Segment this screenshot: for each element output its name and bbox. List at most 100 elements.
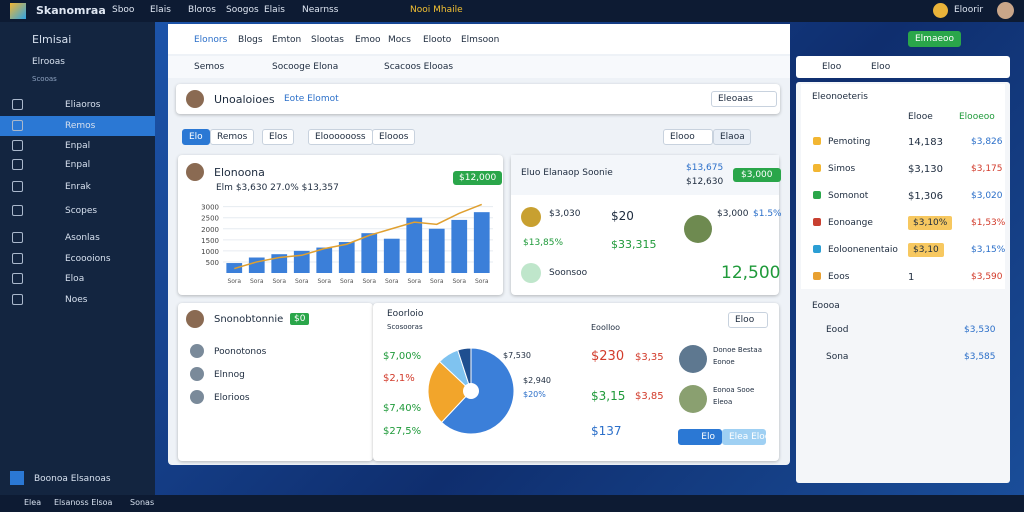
- pie-search[interactable]: Eloo: [728, 312, 768, 328]
- list-item[interactable]: Elorioos: [214, 393, 250, 403]
- row-value: $1,306: [908, 191, 943, 202]
- sidebar-icon: [12, 232, 23, 243]
- tab[interactable]: Elmsoon: [461, 35, 500, 45]
- row-change: $3,175: [971, 164, 1003, 174]
- menu-item[interactable]: Nearnss: [302, 5, 339, 15]
- row-label[interactable]: Pemoting: [828, 137, 871, 147]
- stat-total: 12,500: [721, 263, 781, 283]
- row-label[interactable]: Eonoange: [828, 218, 873, 228]
- extra-value: $3,530: [964, 325, 996, 335]
- bottom-item[interactable]: Elsanoss Elsoa: [54, 498, 113, 507]
- person-text: Eleoa: [713, 398, 733, 406]
- tab[interactable]: Blogs: [238, 35, 263, 45]
- filter-button[interactable]: Elooooooss: [308, 129, 373, 145]
- right-top-item[interactable]: Eloo: [822, 62, 842, 72]
- row-icon: [813, 164, 821, 172]
- sidebar-item[interactable]: Enpal: [65, 141, 91, 151]
- filter-button[interactable]: Elooos: [372, 129, 416, 145]
- person-avatar: [679, 385, 707, 413]
- promo[interactable]: Nooi Mhaile: [410, 5, 463, 15]
- menu-item[interactable]: Elais: [264, 5, 285, 15]
- menu-item[interactable]: Elais: [150, 5, 171, 15]
- pie-card: Eoorloio Scosooras $7,00% $2,1% $7,40% $27,…: [373, 303, 779, 461]
- list-item[interactable]: Poonotonos: [214, 347, 267, 357]
- sidebar-icon: [12, 120, 23, 131]
- sidebar-section[interactable]: Elrooas: [32, 57, 65, 67]
- filter-select[interactable]: Elaoa: [713, 129, 751, 145]
- tab[interactable]: Emton: [272, 35, 302, 45]
- user-name[interactable]: Eloorir: [954, 5, 984, 15]
- trend-line: [234, 203, 483, 270]
- x-tick-label: Sora: [250, 278, 264, 285]
- list-title: Snonobtonnie: [214, 314, 284, 325]
- pie-button[interactable]: Elo: [678, 429, 722, 445]
- person-text: Donoe Bestaa: [713, 346, 763, 354]
- row-label[interactable]: Eoloonenentaio: [828, 245, 898, 255]
- pie-search-label: Eoolloo: [591, 323, 621, 332]
- subtab[interactable]: Semos: [194, 62, 225, 72]
- tab[interactable]: Elooto: [423, 35, 452, 45]
- row-label[interactable]: Simos: [828, 164, 856, 174]
- sidebar-item[interactable]: Eliaoros: [65, 100, 101, 110]
- extra-label[interactable]: Eood: [826, 325, 849, 335]
- sidebar-item[interactable]: Enpal: [65, 160, 91, 170]
- pie-amount: $137: [591, 424, 622, 438]
- menu-item[interactable]: Bloros: [188, 5, 216, 15]
- menu-item[interactable]: Soogos: [226, 5, 259, 15]
- header-search[interactable]: Eleoaas: [711, 91, 777, 107]
- sidebar-icon: [12, 99, 23, 110]
- menu-item[interactable]: Sboo: [112, 5, 135, 15]
- sidebar-item[interactable]: Scopes: [65, 206, 98, 216]
- x-tick-label: Sora: [385, 278, 399, 285]
- stat-button[interactable]: $3,000: [733, 168, 781, 182]
- avatar[interactable]: [933, 3, 948, 18]
- profile[interactable]: [997, 2, 1014, 19]
- pie-left-value: $27,5%: [383, 426, 422, 437]
- stat-icon: [521, 207, 541, 227]
- filter-button[interactable]: Elo: [182, 129, 210, 145]
- pie-hole: [463, 383, 479, 399]
- top-bar: Skanomraa Sboo Elais Bloros Soogos Elais Near…: [0, 0, 1024, 22]
- toolbar: Elonors Blogs Emton Slootas Emoo Mocs Elooto El…: [168, 24, 962, 54]
- right-section: Eoooa: [812, 301, 840, 311]
- pie-amount: $3,85: [635, 391, 664, 402]
- row-label[interactable]: Somonot: [828, 191, 869, 201]
- action-button[interactable]: Elmaeoo: [908, 31, 962, 47]
- sidebar-item[interactable]: Eloa: [65, 274, 85, 284]
- subtab[interactable]: Scacoos Elooas: [384, 62, 454, 72]
- y-tick-label: 1000: [201, 248, 219, 256]
- header-link[interactable]: Eote Elomot: [284, 94, 339, 104]
- list-item[interactable]: Elnnog: [214, 370, 245, 380]
- tab[interactable]: Emoo: [355, 35, 381, 45]
- list-avatar: [190, 367, 204, 381]
- sidebar-item[interactable]: Remos: [65, 121, 96, 131]
- filter-button[interactable]: Remos: [210, 129, 255, 145]
- right-top-item[interactable]: Eloo: [871, 62, 891, 72]
- tab[interactable]: Slootas: [311, 35, 344, 45]
- y-tick-label: 3000: [201, 204, 219, 212]
- extra-label[interactable]: Sona: [826, 352, 849, 362]
- x-tick-label: Sora: [272, 278, 286, 285]
- sidebar-icon: [12, 140, 23, 151]
- pie-side: $2,940: [523, 376, 551, 385]
- subtab[interactable]: Socooge Elona: [272, 62, 339, 72]
- stat-icon: [521, 263, 541, 283]
- row-value: $3,10: [908, 243, 944, 257]
- sidebar-item[interactable]: Noes: [65, 295, 88, 305]
- pie-button[interactable]: Elea Eloo: [722, 429, 770, 445]
- bottom-item[interactable]: Elea: [24, 498, 42, 507]
- tab[interactable]: Elonors: [194, 35, 228, 45]
- filter-button[interactable]: Elos: [262, 129, 295, 145]
- bottom-item[interactable]: Sonas: [130, 498, 155, 507]
- sidebar-item[interactable]: Enrak: [65, 182, 91, 192]
- row-label[interactable]: Eoos: [828, 272, 850, 282]
- bar-chart: 500 1000 1500 2000 2500 3000 Sora Sora Sora Sora S…: [201, 203, 493, 285]
- bar-card-subtitle: Elm $3,630 27.0% $13,357: [216, 183, 339, 193]
- filter-search[interactable]: Elooo: [663, 129, 713, 145]
- sidebar-footer[interactable]: Boonoa Elsanoas: [34, 474, 111, 484]
- header-card: Unoaloioes Eote Elomot Eleoaas: [176, 84, 780, 114]
- tab[interactable]: Mocs: [388, 35, 411, 45]
- sidebar-item[interactable]: Asonlas: [65, 233, 100, 243]
- sidebar-item[interactable]: Ecoooions: [65, 254, 111, 264]
- bar-card-badge[interactable]: $12,000: [453, 171, 503, 185]
